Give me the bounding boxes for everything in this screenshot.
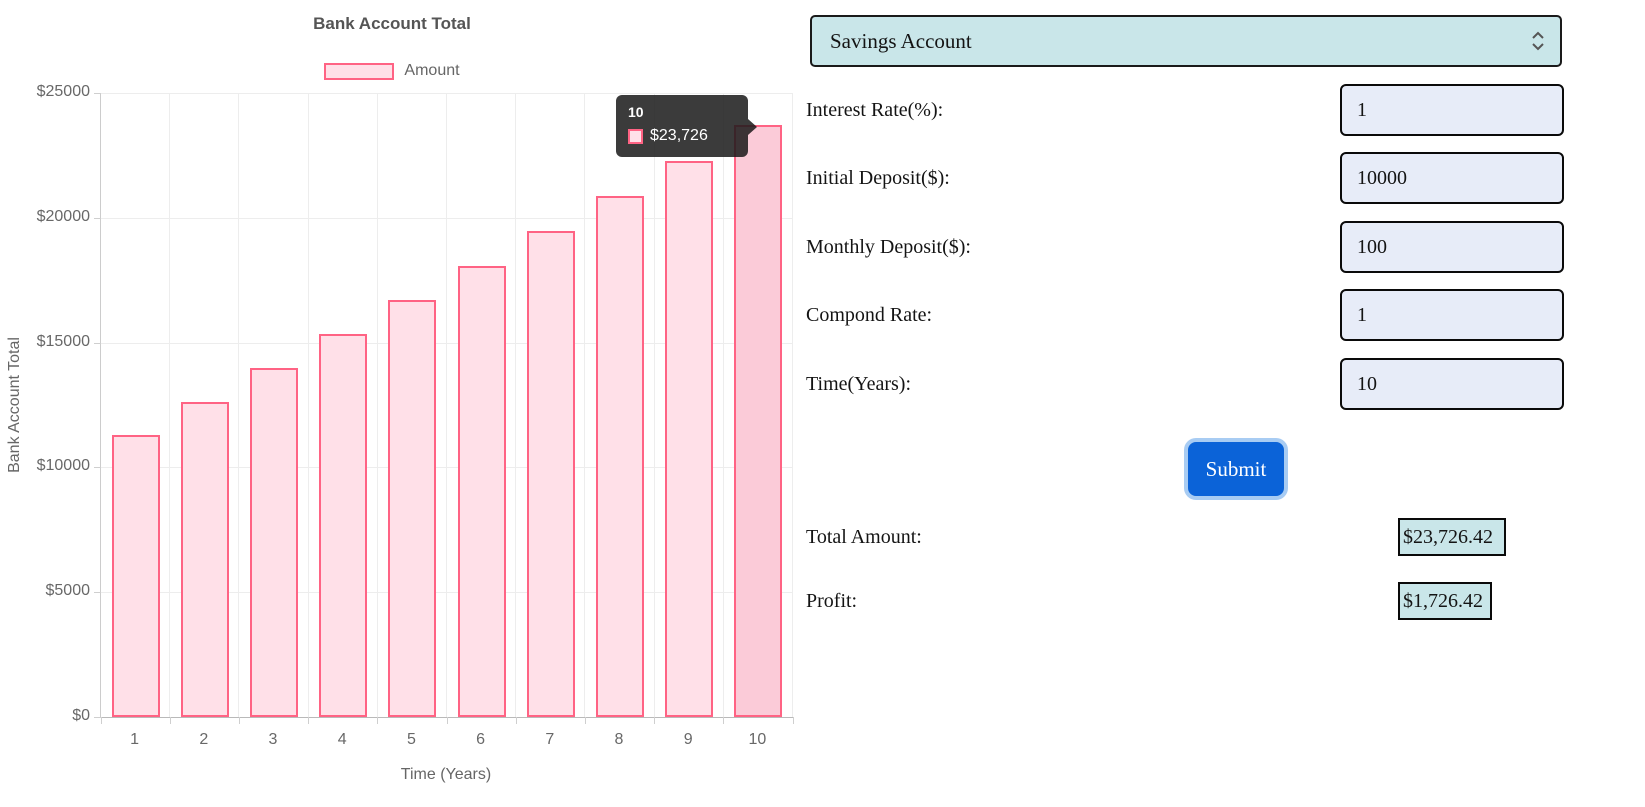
bar-year-9[interactable] bbox=[665, 160, 714, 717]
chart-tooltip: 10 $23,726 bbox=[616, 95, 757, 157]
time-years-label: Time(Years): bbox=[806, 372, 912, 395]
gridline-horizontal bbox=[101, 467, 793, 469]
y-axis-tick-labels: $0 $5000 $10000 $15000 $20000 $25000 bbox=[0, 83, 91, 724]
x-tick-mark bbox=[723, 717, 725, 724]
x-tick-label: 6 bbox=[476, 731, 486, 748]
submit-button[interactable]: Submit bbox=[1184, 438, 1288, 500]
x-tick-label: 3 bbox=[268, 731, 278, 748]
compound-rate-label: Compond Rate: bbox=[806, 303, 933, 326]
monthly-deposit-input[interactable]: 100 bbox=[1340, 221, 1564, 273]
account-type-selected-value: Savings Account bbox=[830, 28, 972, 53]
y-tick-mark bbox=[94, 93, 101, 94]
initial-deposit-row: Initial Deposit($): 10000 bbox=[806, 152, 1564, 204]
y-tick-label: $20000 bbox=[36, 207, 90, 225]
gridline-vertical bbox=[169, 93, 171, 717]
legend-swatch-icon bbox=[324, 62, 395, 80]
bar-year-4[interactable] bbox=[319, 334, 368, 717]
x-tick-mark bbox=[654, 717, 656, 724]
initial-deposit-input[interactable]: 10000 bbox=[1340, 152, 1564, 204]
x-tick-label: 1 bbox=[130, 731, 140, 748]
gridline-vertical bbox=[238, 93, 240, 717]
x-axis-tick-labels: 1 2 3 4 5 6 7 8 9 10 bbox=[100, 731, 792, 753]
y-tick-label: $25000 bbox=[36, 83, 90, 100]
interest-rate-row: Interest Rate(%): 1 bbox=[806, 84, 1564, 136]
x-tick-label: 7 bbox=[545, 731, 555, 748]
time-years-row: Time(Years): 10 bbox=[806, 358, 1564, 410]
profit-row: Profit: $1,726.42 bbox=[806, 582, 1564, 620]
x-tick-label: 4 bbox=[337, 731, 347, 748]
x-tick-mark bbox=[446, 717, 448, 724]
x-tick-mark bbox=[377, 717, 379, 724]
y-tick-mark bbox=[94, 592, 101, 594]
tooltip-title: 10 bbox=[628, 104, 644, 120]
y-tick-mark bbox=[94, 217, 101, 219]
compound-rate-input[interactable]: 1 bbox=[1340, 289, 1564, 341]
tooltip-value: $23,726 bbox=[650, 127, 708, 144]
compound-rate-row: Compond Rate: 1 bbox=[806, 289, 1564, 341]
x-tick-label: 9 bbox=[683, 731, 693, 748]
x-tick-mark bbox=[169, 717, 171, 724]
y-tick-label: $10000 bbox=[36, 457, 90, 475]
interest-rate-label: Interest Rate(%): bbox=[806, 98, 944, 121]
gridline-vertical bbox=[653, 93, 655, 717]
gridline-vertical bbox=[515, 93, 517, 717]
tooltip-swatch-icon bbox=[628, 128, 643, 144]
gridline-horizontal bbox=[101, 342, 793, 344]
total-amount-label: Total Amount: bbox=[806, 525, 922, 548]
gridline-vertical bbox=[584, 93, 586, 717]
bar-year-10[interactable] bbox=[734, 124, 783, 717]
total-amount-value: $23,726.42 bbox=[1398, 518, 1506, 556]
profit-label: Profit: bbox=[806, 589, 858, 612]
bar-year-2[interactable] bbox=[180, 401, 229, 717]
y-tick-mark bbox=[94, 467, 101, 469]
gridline-horizontal bbox=[101, 93, 793, 94]
x-tick-label: 10 bbox=[748, 731, 767, 748]
bank-account-chart: Bank Account Total Amount Bank Account T… bbox=[0, 0, 800, 807]
monthly-deposit-row: Monthly Deposit($): 100 bbox=[806, 221, 1564, 273]
gridline-horizontal bbox=[101, 592, 793, 594]
y-tick-label: $5000 bbox=[45, 582, 91, 600]
gridline-vertical bbox=[307, 93, 309, 717]
bar-year-6[interactable] bbox=[457, 265, 506, 717]
bar-year-5[interactable] bbox=[388, 300, 437, 717]
x-tick-mark bbox=[100, 717, 102, 724]
initial-deposit-label: Initial Deposit($): bbox=[806, 166, 950, 189]
bar-year-7[interactable] bbox=[526, 231, 575, 717]
gridline-horizontal bbox=[101, 217, 793, 219]
select-updown-icon bbox=[1532, 31, 1544, 51]
gridline-vertical bbox=[446, 93, 447, 717]
tooltip-caret bbox=[748, 119, 757, 135]
profit-value: $1,726.42 bbox=[1398, 582, 1492, 620]
x-tick-label: 5 bbox=[406, 731, 416, 748]
x-tick-mark bbox=[584, 717, 586, 724]
x-tick-label: 2 bbox=[199, 731, 209, 748]
interest-rate-input[interactable]: 1 bbox=[1340, 84, 1564, 136]
x-tick-mark bbox=[238, 717, 240, 724]
bar-year-1[interactable] bbox=[111, 434, 160, 717]
x-tick-mark bbox=[515, 717, 517, 724]
bar-year-8[interactable] bbox=[596, 196, 644, 717]
x-tick-mark bbox=[308, 717, 310, 724]
chart-legend-amount[interactable]: Amount bbox=[0, 62, 784, 80]
y-tick-mark bbox=[94, 342, 101, 344]
legend-label: Amount bbox=[404, 62, 460, 79]
x-axis-title: Time (Years) bbox=[400, 766, 492, 783]
chart-title: Bank Account Total bbox=[313, 14, 471, 33]
account-type-select[interactable]: Savings Account bbox=[810, 15, 1562, 67]
y-tick-label: $0 bbox=[72, 707, 90, 724]
gridline-vertical bbox=[722, 93, 724, 717]
monthly-deposit-label: Monthly Deposit($): bbox=[806, 235, 971, 258]
plot-area: 10 $23,726 bbox=[94, 93, 794, 724]
time-years-input[interactable]: 10 bbox=[1340, 358, 1564, 410]
gridline-vertical bbox=[376, 93, 378, 717]
bar-year-3[interactable] bbox=[250, 368, 298, 717]
x-tick-mark bbox=[792, 717, 794, 724]
y-tick-mark bbox=[94, 717, 101, 718]
y-tick-label: $15000 bbox=[36, 332, 90, 350]
total-amount-row: Total Amount: $23,726.42 bbox=[806, 518, 1564, 556]
x-tick-label: 8 bbox=[614, 731, 624, 748]
gridline-vertical bbox=[792, 93, 793, 717]
